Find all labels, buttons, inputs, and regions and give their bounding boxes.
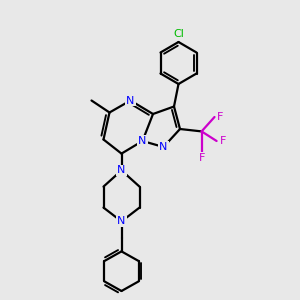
Text: N: N	[138, 136, 147, 146]
Text: N: N	[159, 142, 168, 152]
Text: N: N	[126, 95, 135, 106]
Text: F: F	[219, 136, 226, 146]
Text: N: N	[117, 216, 126, 226]
Text: Cl: Cl	[173, 28, 184, 39]
Text: F: F	[198, 153, 205, 163]
Text: N: N	[117, 165, 126, 176]
Text: F: F	[217, 112, 224, 122]
